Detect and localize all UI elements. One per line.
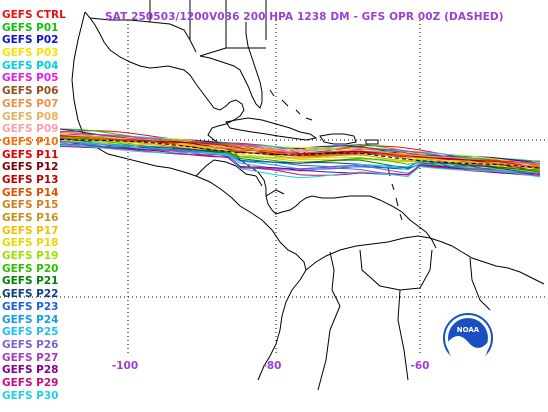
legend-item: GEFS P05	[2, 72, 59, 85]
map-title: SAT 250503/1200V036 200 HPA 1238 DM - GF…	[105, 11, 504, 23]
legend-item: GEFS P13	[2, 173, 59, 186]
bahamas-islands	[269, 89, 313, 121]
legend-item: GEFS P09	[2, 123, 59, 136]
ensemble-contours	[59, 128, 541, 179]
cuba-coast	[225, 117, 318, 141]
legend-item: GEFS P28	[2, 364, 59, 377]
lesser-antilles	[387, 167, 403, 221]
legend-item: GEFS P02	[2, 34, 59, 47]
legend-item: GEFS P12	[2, 161, 59, 174]
legend-item: GEFS P22	[2, 288, 59, 301]
lat-lon-grid	[0, 20, 548, 356]
legend-item: GEFS P29	[2, 376, 59, 389]
contour-line	[59, 145, 541, 176]
legend-item: GEFS P19	[2, 250, 59, 263]
legend-item: GEFS P26	[2, 338, 59, 351]
hispaniola-coast	[319, 133, 357, 145]
us-state-borders	[149, 0, 267, 57]
mexico-pacific-coast	[71, 11, 307, 381]
legend-item: GEFS P21	[2, 275, 59, 288]
legend-item: GEFS P06	[2, 85, 59, 98]
us-mexico-border	[89, 17, 197, 53]
ensemble-legend: GEFS CTRL GEFS P01 GEFS P02 GEFS P03 GEFS P0…	[2, 9, 66, 402]
legend-item: GEFS P20	[2, 262, 59, 275]
legend-item: GEFS P15	[2, 199, 59, 212]
legend-item: GEFS P01	[2, 21, 59, 34]
legend-item: GEFS P16	[2, 212, 59, 224]
legend-item: GEFS P14	[2, 186, 59, 199]
south-america-borders	[317, 249, 491, 391]
noaa-logo: NOAA	[443, 313, 493, 366]
puerto-rico-coast	[365, 139, 379, 145]
legend-item: GEFS P07	[2, 97, 59, 110]
legend-item: GEFS P10	[2, 135, 59, 148]
us-mexico-coastline	[84, 11, 437, 249]
legend-item: GEFS P03	[2, 47, 59, 60]
south-america-coast	[305, 235, 545, 285]
florida-coast	[199, 22, 263, 109]
coastlines	[71, 11, 545, 381]
legend-item: GEFS P25	[2, 326, 59, 339]
political-borders	[89, 0, 491, 391]
legend-item: GEFS P08	[2, 110, 59, 123]
logo-bird-wave	[448, 336, 488, 366]
lon-label-60: -60	[410, 360, 430, 372]
contour-line	[59, 140, 541, 174]
lon-label-100: -100	[111, 360, 139, 372]
legend-item: GEFS CTRL	[2, 9, 66, 21]
logo-text: NOAA	[457, 326, 480, 334]
central-america-borders	[195, 159, 285, 197]
legend-item: GEFS P30	[2, 389, 59, 402]
legend-item: GEFS P18	[2, 237, 59, 250]
legend-item: GEFS P11	[2, 148, 59, 161]
lon-label-80: -80	[262, 360, 282, 372]
legend-item: GEFS P27	[2, 351, 59, 364]
legend-item: GEFS P24	[2, 313, 59, 326]
legend-item: GEFS P17	[2, 224, 59, 237]
legend-item: GEFS P04	[2, 59, 59, 72]
legend-item: GEFS P23	[2, 300, 59, 313]
gfs-operational-contour	[59, 138, 541, 169]
contour-line	[59, 145, 541, 179]
contour-line	[59, 138, 541, 173]
